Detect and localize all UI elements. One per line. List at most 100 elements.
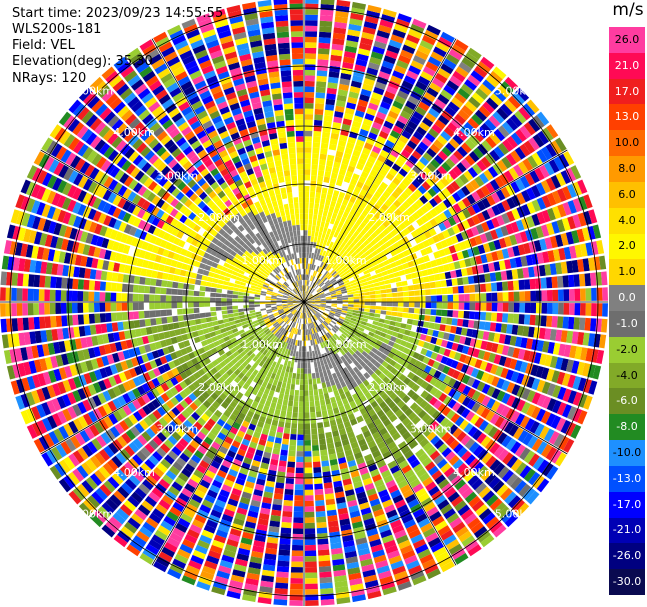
velocity-gate xyxy=(328,323,334,328)
velocity-gate xyxy=(602,303,608,317)
velocity-gate xyxy=(304,456,312,463)
velocity-gate xyxy=(200,427,210,436)
velocity-gate xyxy=(132,470,145,483)
velocity-gate xyxy=(277,306,283,309)
velocity-gate xyxy=(283,307,289,310)
velocity-gate xyxy=(419,308,426,315)
velocity-gate xyxy=(440,63,454,75)
velocity-gate xyxy=(385,345,393,352)
velocity-gate xyxy=(374,513,387,523)
velocity-gate xyxy=(362,184,370,192)
velocity-gate xyxy=(483,243,491,253)
velocity-gate xyxy=(416,126,427,137)
velocity-gate xyxy=(336,364,343,371)
velocity-gate xyxy=(82,348,91,360)
velocity-gate xyxy=(315,92,326,99)
velocity-gate xyxy=(115,452,127,464)
velocity-gate xyxy=(339,134,348,142)
velocity-gate xyxy=(338,139,347,147)
velocity-gate xyxy=(371,337,378,344)
velocity-gate xyxy=(423,191,433,201)
velocity-gate xyxy=(208,405,217,414)
velocity-gate xyxy=(254,342,261,349)
velocity-gate xyxy=(264,446,273,454)
velocity-gate xyxy=(333,389,340,397)
velocity-gate xyxy=(470,368,480,378)
velocity-gate xyxy=(385,284,392,289)
velocity-gate xyxy=(94,313,101,324)
velocity-gate xyxy=(560,330,568,343)
velocity-gate xyxy=(340,241,346,249)
velocity-gate xyxy=(558,343,566,357)
velocity-gate xyxy=(420,248,428,256)
velocity-gate xyxy=(312,142,321,148)
velocity-gate xyxy=(39,275,46,288)
velocity-gate xyxy=(58,425,69,440)
velocity-gate xyxy=(260,293,267,296)
velocity-gate xyxy=(435,280,442,288)
velocity-gate xyxy=(355,58,368,67)
velocity-gate xyxy=(392,100,404,110)
velocity-gate xyxy=(282,303,288,306)
velocity-gate xyxy=(469,237,478,247)
velocity-gate xyxy=(338,191,346,199)
velocity-gate xyxy=(390,261,397,268)
velocity-gate xyxy=(69,364,78,377)
velocity-gate xyxy=(80,361,89,373)
velocity-gate xyxy=(451,342,459,351)
velocity-gate xyxy=(279,544,291,551)
velocity-gate xyxy=(307,312,310,318)
velocity-gate xyxy=(236,553,249,562)
velocity-gate xyxy=(392,29,406,39)
velocity-gate xyxy=(329,458,338,466)
velocity-gate xyxy=(512,91,525,106)
velocity-gate xyxy=(421,413,431,423)
velocity-gate xyxy=(174,328,182,336)
velocity-gate xyxy=(287,299,294,301)
velocity-gate xyxy=(368,102,379,111)
velocity-gate xyxy=(277,318,283,323)
velocity-gate xyxy=(313,389,319,396)
velocity-gate xyxy=(160,339,168,348)
velocity-gate xyxy=(334,219,340,227)
velocity-gate xyxy=(364,15,379,25)
velocity-gate xyxy=(66,315,73,326)
velocity-gate xyxy=(285,366,290,373)
velocity-gate xyxy=(336,400,344,407)
velocity-gate xyxy=(85,458,98,472)
velocity-gate xyxy=(393,234,402,242)
velocity-gate xyxy=(230,372,238,380)
velocity-gate xyxy=(496,282,503,292)
velocity-gate xyxy=(351,381,358,388)
velocity-gate xyxy=(308,373,312,380)
velocity-gate xyxy=(465,411,476,422)
velocity-gate xyxy=(258,513,270,521)
velocity-gate xyxy=(270,302,277,304)
velocity-gate xyxy=(390,212,399,221)
velocity-gate xyxy=(359,263,367,269)
velocity-gate xyxy=(209,484,221,494)
velocity-gate xyxy=(485,136,497,149)
velocity-gate xyxy=(286,337,290,344)
velocity-gate xyxy=(374,376,382,384)
velocity-gate xyxy=(377,357,385,365)
velocity-gate xyxy=(269,464,278,472)
velocity-gate xyxy=(293,303,299,306)
velocity-gate xyxy=(424,221,433,230)
velocity-gate xyxy=(105,498,119,511)
velocity-gate xyxy=(518,483,531,498)
velocity-gate xyxy=(288,338,292,344)
velocity-gate xyxy=(218,349,225,356)
velocity-gate xyxy=(265,364,272,371)
velocity-gate xyxy=(319,249,324,256)
velocity-gate xyxy=(378,318,385,324)
velocity-gate xyxy=(463,285,470,293)
velocity-gate xyxy=(342,398,349,405)
velocity-gate xyxy=(335,179,343,187)
velocity-gate xyxy=(139,419,149,431)
velocity-gate xyxy=(471,113,484,126)
velocity-gate xyxy=(351,120,362,129)
velocity-gate xyxy=(323,421,330,428)
velocity-gate xyxy=(279,340,284,347)
velocity-gate xyxy=(41,452,53,467)
